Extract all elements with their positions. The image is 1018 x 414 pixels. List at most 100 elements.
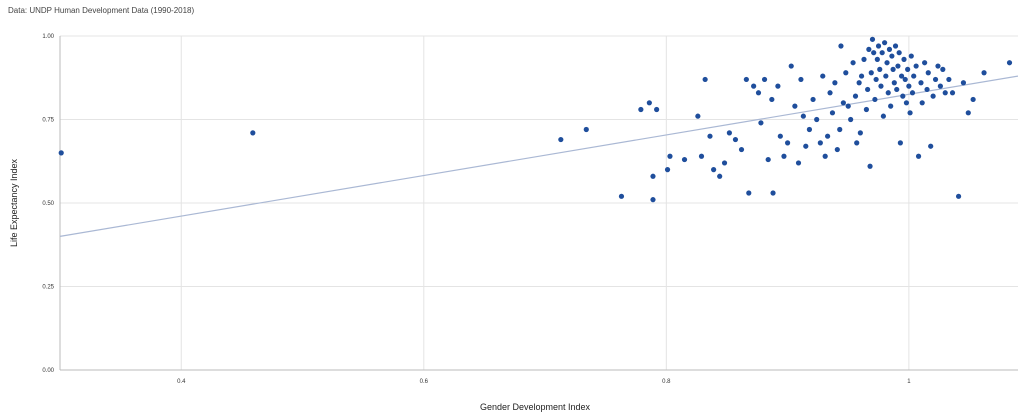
- data-point: [803, 143, 809, 149]
- data-point: [930, 93, 936, 99]
- data-point: [946, 76, 952, 83]
- data-point: [877, 66, 883, 72]
- data-point: [886, 46, 893, 52]
- data-point: [896, 50, 902, 56]
- data-point: [894, 86, 900, 93]
- data-point: [965, 110, 971, 116]
- data-point: [798, 76, 804, 83]
- data-point: [738, 146, 745, 153]
- data-point: [913, 63, 919, 69]
- data-point: [852, 93, 859, 99]
- data-point: [880, 113, 886, 119]
- data-point: [891, 80, 897, 86]
- data-point: [810, 96, 816, 103]
- data-point: [845, 103, 851, 109]
- data-point: [829, 110, 836, 116]
- data-point: [882, 40, 888, 46]
- data-point: [843, 70, 849, 76]
- data-points: [58, 36, 1013, 203]
- data-point: [942, 90, 948, 96]
- data-source-note: Data: UNDP Human Development Data (1990-…: [8, 6, 195, 15]
- data-point: [895, 63, 901, 69]
- data-point: [907, 110, 913, 116]
- x-axis-title: Gender Development Index: [480, 402, 591, 412]
- data-point: [897, 140, 903, 146]
- data-point: [857, 130, 863, 136]
- data-point: [800, 113, 806, 119]
- data-point: [940, 66, 946, 72]
- data-point: [878, 83, 884, 89]
- data-point: [837, 126, 843, 133]
- data-point: [858, 73, 865, 79]
- data-point: [924, 86, 930, 93]
- data-point: [702, 76, 708, 83]
- y-tick-label: 0.50: [42, 201, 54, 207]
- data-point: [867, 163, 873, 169]
- data-point: [1006, 60, 1013, 66]
- data-point: [850, 60, 856, 66]
- data-point: [775, 83, 781, 89]
- data-point: [832, 80, 838, 86]
- data-point: [871, 50, 877, 56]
- data-point: [935, 63, 941, 69]
- data-point: [664, 167, 671, 173]
- data-point: [765, 156, 771, 163]
- data-point: [820, 73, 826, 79]
- data-point: [885, 90, 891, 96]
- data-point: [915, 153, 922, 159]
- y-tick-label: 0.25: [42, 285, 54, 291]
- data-point: [848, 116, 854, 123]
- data-point: [770, 190, 776, 196]
- data-point: [814, 116, 820, 123]
- axes: [59, 36, 1018, 371]
- data-point: [707, 133, 713, 139]
- data-point: [646, 100, 652, 106]
- data-point: [650, 197, 656, 203]
- data-point: [900, 93, 906, 99]
- data-point: [638, 106, 644, 113]
- data-point: [583, 126, 589, 133]
- data-point: [618, 193, 625, 199]
- data-point: [905, 66, 911, 72]
- x-tick-label: 0.8: [662, 379, 671, 385]
- data-point: [932, 76, 939, 83]
- data-point: [863, 106, 870, 113]
- y-tick-label: 1.00: [42, 34, 54, 40]
- data-point: [781, 153, 787, 159]
- data-point: [865, 86, 871, 93]
- data-point: [888, 103, 894, 109]
- data-point: [695, 113, 701, 119]
- data-point: [981, 70, 987, 76]
- data-point: [698, 153, 705, 159]
- trendline-path: [59, 75, 1018, 237]
- data-point: [856, 80, 862, 86]
- data-point: [898, 73, 905, 79]
- data-point: [817, 140, 823, 146]
- data-point: [681, 156, 688, 163]
- data-point: [869, 36, 876, 42]
- y-axis-title: Life Expectancy Index: [9, 158, 19, 247]
- data-point: [866, 46, 872, 52]
- tick-labels: 0.00 0.25 0.50 0.75 1.00 0.4 0.6 0.8 1: [42, 34, 911, 385]
- data-point: [743, 76, 749, 83]
- x-tick-label: 1: [907, 379, 911, 385]
- data-point: [788, 63, 794, 69]
- data-point: [949, 90, 956, 96]
- data-point: [906, 83, 912, 89]
- data-point: [769, 96, 775, 103]
- data-point: [925, 70, 931, 76]
- data-point: [721, 160, 728, 166]
- data-point: [746, 190, 752, 196]
- data-point: [960, 80, 967, 86]
- data-point: [955, 193, 962, 199]
- data-point: [827, 90, 833, 96]
- data-point: [937, 83, 943, 89]
- data-point: [751, 83, 757, 89]
- x-tick-label: 0.6: [420, 379, 429, 385]
- data-point: [875, 43, 882, 49]
- data-point: [711, 167, 717, 173]
- data-point: [861, 56, 867, 62]
- data-point: [654, 106, 660, 113]
- data-point: [889, 53, 895, 59]
